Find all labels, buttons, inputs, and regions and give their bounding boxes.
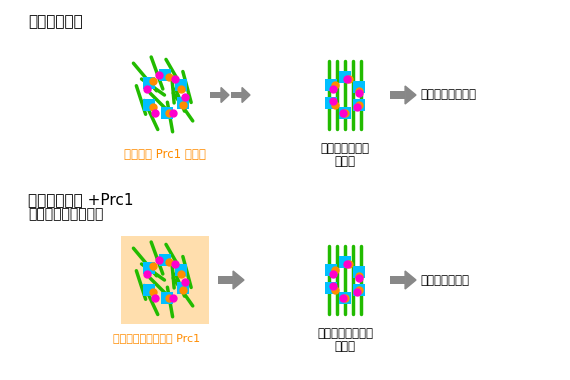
Text: 動原体依存的な: 動原体依存的な [320, 142, 369, 155]
Text: 減数第一分裂: 減数第一分裂 [28, 14, 83, 29]
Polygon shape [233, 271, 244, 289]
Bar [390, 276, 405, 284]
Polygon shape [221, 87, 229, 103]
Bar [231, 92, 242, 98]
Bar [210, 92, 221, 98]
Text: 染色体分配異常: 染色体分配異常 [420, 274, 469, 287]
Text: 二極化: 二極化 [335, 340, 356, 353]
Polygon shape [242, 87, 250, 103]
Text: 細胞質中に高濃度の Prc1: 細胞質中に高濃度の Prc1 [113, 333, 201, 343]
Text: 動原体非依存的な: 動原体非依存的な [317, 327, 373, 340]
Bar [390, 91, 405, 99]
Bar [121, 236, 209, 324]
Text: 減数第一分裂 +Prc1: 減数第一分裂 +Prc1 [28, 192, 133, 207]
Text: （減数第二分裂様）: （減数第二分裂様） [28, 207, 103, 221]
Text: 動原体に Prc1 が集積: 動原体に Prc1 が集積 [124, 148, 206, 161]
Text: 二極化: 二極化 [335, 155, 356, 168]
Polygon shape [405, 86, 416, 104]
Text: 正しい染色体分配: 正しい染色体分配 [420, 89, 476, 101]
Polygon shape [405, 271, 416, 289]
Bar [218, 276, 233, 284]
